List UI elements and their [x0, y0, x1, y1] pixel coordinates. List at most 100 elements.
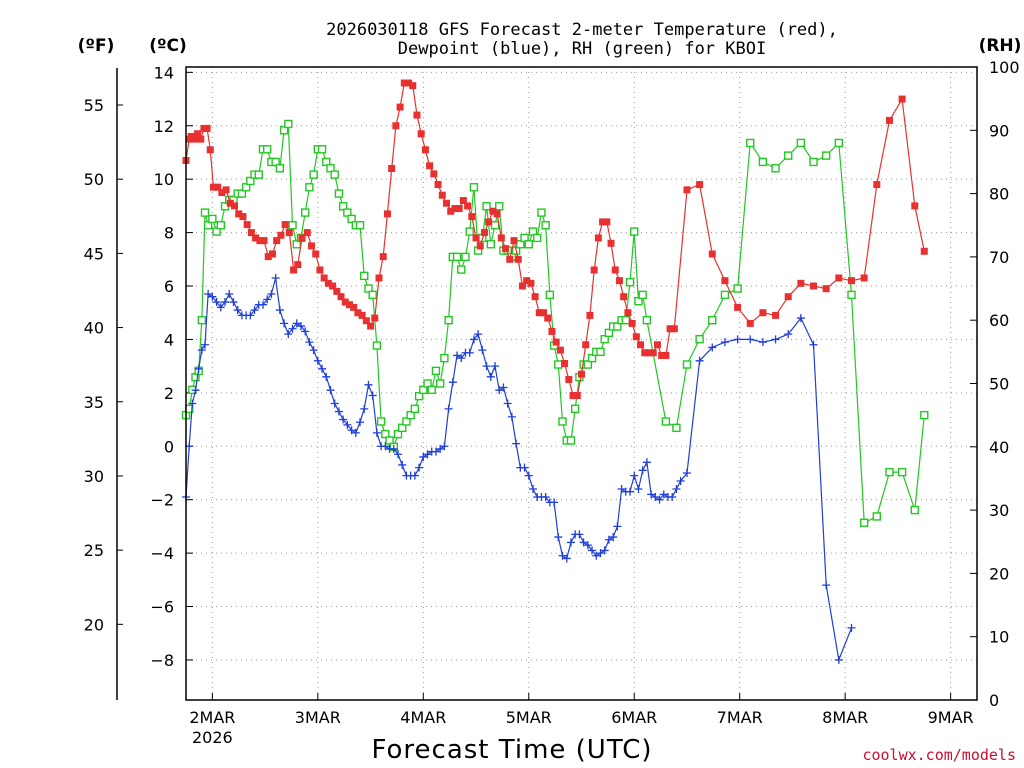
rh-series-point — [368, 290, 377, 300]
dewpoint-series-point — [834, 655, 843, 664]
temperature-series-point — [354, 309, 362, 317]
dewpoint-series-point — [431, 447, 440, 456]
dewpoint-series-point — [512, 439, 521, 448]
rh-series-point — [490, 221, 500, 230]
rh-series-point — [708, 316, 717, 325]
rh-series-point — [461, 252, 470, 262]
celsius-tick-label: −2 — [150, 491, 174, 510]
dewpoint-series-point — [229, 298, 238, 307]
temperature-series-point — [320, 274, 328, 282]
rh-series-point — [197, 316, 207, 325]
rh-axis: 0 10 20 30 40 50 60 70 80 90 100 — [970, 58, 1020, 710]
temperature-series-point — [231, 202, 239, 210]
dewpoint-series-point — [225, 290, 234, 299]
x-tick-label: 9MAR — [928, 708, 974, 727]
temperature-series-point — [417, 130, 425, 138]
rh-tick-label: 90 — [989, 121, 1009, 140]
rh-series-point — [642, 316, 652, 325]
temperature-series-point — [569, 392, 577, 400]
rh-series-point — [661, 417, 671, 426]
chart-title-line-1: 2026030118 GFS Forecast 2-meter Temperat… — [326, 20, 838, 40]
temperature-series-point — [345, 301, 353, 309]
temperature-series-point — [586, 311, 594, 319]
rh-series-point — [847, 290, 856, 300]
dewpoint-series-point — [356, 418, 365, 427]
x-axis-title: Forecast Time (UTC) — [371, 735, 652, 765]
temperature-series-point — [337, 293, 345, 301]
rh-series-point — [203, 221, 213, 230]
fahrenheit-tick-label: 30 — [84, 467, 104, 486]
rh-series-point — [326, 164, 335, 173]
temperature-series-point — [497, 234, 505, 242]
dewpoint-series-point — [221, 298, 230, 307]
dewpoint-series-point — [655, 495, 664, 504]
dewpoint-series-point — [672, 485, 681, 493]
temperature-series-point — [535, 309, 543, 317]
dewpoint-series-point — [520, 463, 529, 472]
temperature-series-point — [222, 186, 230, 194]
dewpoint-series-point — [322, 372, 331, 381]
temperature-series-point — [303, 229, 311, 237]
dewpoint-series-point — [554, 533, 563, 542]
rh-tick-label: 100 — [989, 58, 1020, 77]
temperature-series-point — [194, 130, 202, 138]
dewpoint-series-point — [720, 338, 729, 347]
dewpoint-series-point — [746, 335, 755, 344]
temperature-series-point — [518, 282, 526, 290]
rh-series-point — [771, 164, 780, 173]
rh-series-point — [360, 271, 369, 281]
temperature-series-point — [451, 205, 459, 213]
temperature-series-point — [485, 218, 493, 226]
temperature-series-point — [624, 309, 632, 317]
temperature-series-point — [670, 325, 678, 333]
dewpoint-series-point — [271, 274, 280, 282]
dewpoint-series-point — [368, 391, 377, 400]
dewpoint-series-point — [465, 348, 474, 357]
dewpoint-series-point — [617, 485, 626, 493]
temperature-series-point — [628, 319, 636, 327]
dewpoint-series-point — [263, 295, 272, 304]
rh-series-point — [821, 151, 831, 160]
rh-series-point — [613, 322, 622, 331]
temperature-series-point — [218, 189, 226, 197]
temperature-series-point — [358, 311, 366, 319]
temperature-series-point — [746, 319, 754, 327]
rh-series-point — [241, 183, 251, 192]
dewpoint-series-point — [296, 322, 305, 331]
rh-series-point — [292, 240, 301, 249]
x-tick-label: 4MAR — [400, 708, 446, 727]
credit-text: coolwx.com/models — [862, 746, 1016, 764]
rh-tick-label: 70 — [989, 248, 1009, 267]
temperature-series-point — [405, 79, 413, 87]
dewpoint-series-point — [423, 450, 432, 459]
rh-series-point — [554, 360, 563, 369]
rh-series-point — [300, 208, 310, 217]
temperature-series-point — [810, 282, 818, 290]
temperature-series-point — [281, 221, 289, 229]
rh-series-point — [495, 202, 504, 211]
temperature-series-point — [430, 170, 438, 178]
temperature-series-point — [822, 285, 830, 293]
dewpoint-series-point — [326, 386, 335, 395]
fahrenheit-tick-label: 25 — [84, 541, 104, 560]
rh-axis-label: (RH) — [979, 36, 1022, 56]
temperature-series-point — [214, 183, 222, 191]
dewpoint-series-point — [626, 487, 635, 496]
celsius-tick-label: 6 — [164, 277, 174, 296]
rh-series-point — [410, 404, 420, 414]
temperature-series-point — [607, 239, 615, 247]
dewpoint-series-point — [588, 546, 597, 555]
rh-series-point — [216, 221, 226, 230]
rh-series-point — [406, 410, 415, 420]
temperature-series-point — [653, 341, 661, 349]
dewpoint-series-point — [372, 428, 381, 437]
temperature-series-point — [611, 266, 619, 274]
dewpoint-series-point — [771, 335, 780, 344]
dewpoint-series-point — [309, 346, 318, 355]
rh-series-point — [431, 366, 441, 376]
dewpoint-series-point — [410, 471, 419, 480]
rh-series-point — [317, 145, 327, 154]
dewpoint-series-point — [267, 290, 276, 299]
temperature-series-point — [523, 277, 531, 285]
temperature-series-point — [637, 341, 645, 349]
